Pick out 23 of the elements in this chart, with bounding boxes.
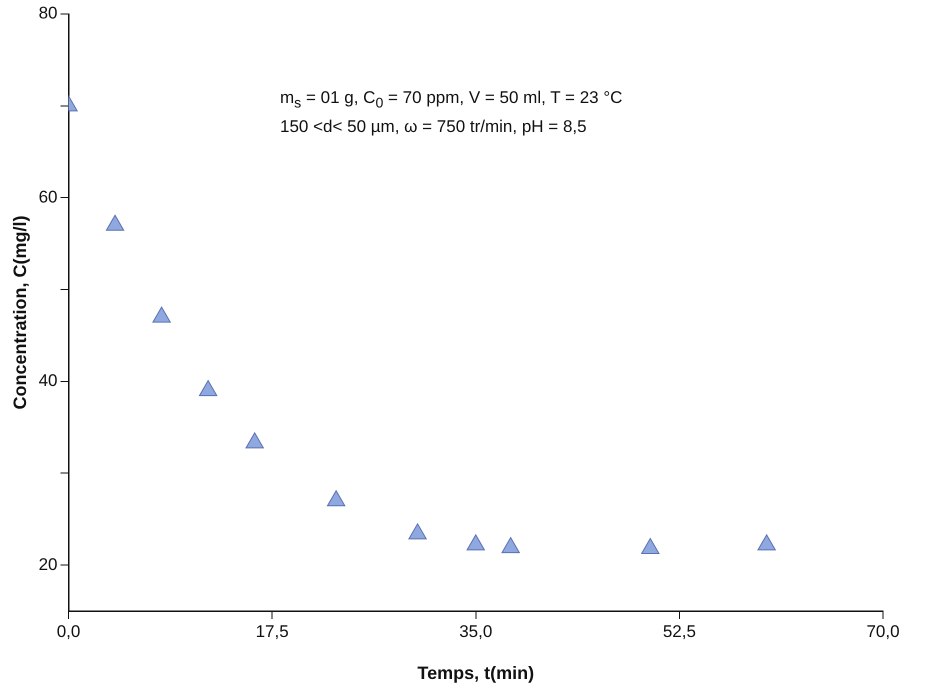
point (757, 534, 776, 550)
point (326, 490, 346, 506)
point (106, 214, 124, 231)
y-axis-title: Concentration, C(mg/l) (10, 216, 30, 410)
x-tick-label: 70,0 (866, 622, 900, 641)
point (466, 534, 485, 550)
x-tick-label: 17,5 (256, 622, 289, 641)
annotation: 150 <d< 50 µm, ω = 750 tr/min, pH = 8,5 (280, 116, 588, 138)
y-tick-label: 80 (38, 4, 58, 23)
point (152, 306, 171, 323)
y-tick-label: 40 (38, 371, 58, 390)
point (502, 537, 520, 554)
point (408, 523, 427, 540)
point (641, 538, 660, 554)
x-tick-label: 35,0 (459, 622, 492, 641)
y-tick-label: 60 (38, 187, 58, 206)
x-tick-label: 52,5 (662, 622, 696, 641)
annotation: m$_{s}$ = 01 g, C$_{0}$ = 70 ppm, V = 50 ml, T = 23 °C (280, 87, 622, 114)
point (246, 432, 264, 448)
x-axis-title: Temps, t(min) (417, 663, 534, 684)
y-tick-label: 20 (38, 554, 58, 574)
x-tick-label: 0,0 (56, 622, 80, 641)
point (198, 380, 218, 396)
